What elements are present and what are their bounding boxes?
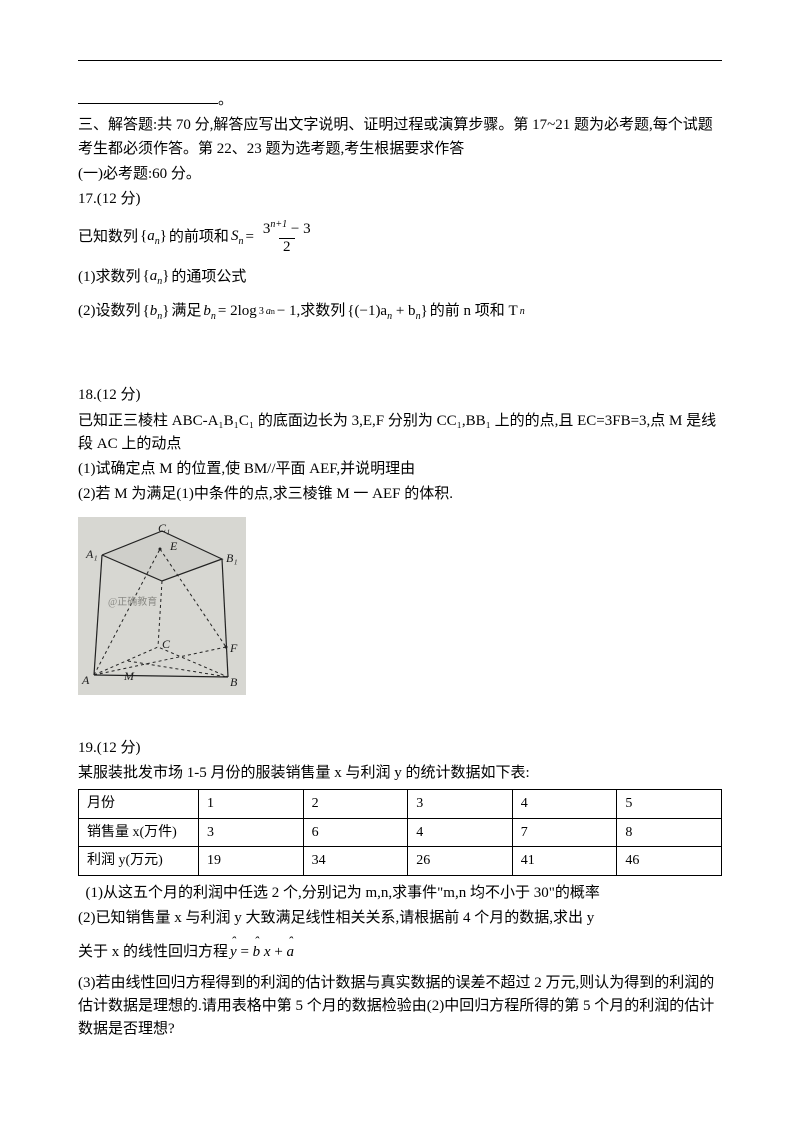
q19-stem: 某服装批发市场 1-5 月份的服装销售量 x 与利润 y 的统计数据如下表: [78,762,722,785]
y1: 19 [199,847,304,876]
seq-an: {an} [140,225,167,250]
q19-label: 19.(12 分) [78,737,722,760]
q17-p1b: 的通项公式 [171,266,246,289]
x4: 7 [512,818,617,847]
log-base: 3 [259,304,264,320]
th-month: 月份 [79,790,199,819]
figure-watermark: @正确教育 [108,595,157,611]
q17-fraction: 3n+1 − 3 2 [259,219,315,255]
label-A: A [82,671,89,690]
q18-label: 18.(12 分) [78,384,722,407]
q17-part1: (1)求数列 {an} 的通项公式 [78,265,722,290]
q18-line2: (1)试确定点 M 的位置,使 BM//平面 AEF,并说明理由 [78,458,722,481]
row-x-label: 销售量 x(万件) [79,818,199,847]
q18-line3: (2)若 M 为满足(1)中条件的点,求三棱锥 M 一 AEF 的体积. [78,483,722,506]
q17-p2b: 满足 [171,300,201,323]
q19-part1: (1)从这五个月的利润中任选 2 个,分别记为 m,n,求事件"m,n 均不小于… [78,882,722,905]
q19-part3: (3)若由线性回归方程得到的利润的估计数据与真实数据的误差不超过 2 万元,则认… [78,972,722,1042]
th-1: 1 [199,790,304,819]
blank-fill-line: 。 [78,89,722,112]
q17-part2: (2)设数列 {bn} 满足 bn = 2log3an − 1,求数列 {(−1… [78,300,722,325]
Sn: Sn [231,225,244,250]
q17-stem: 已知数列 {an} 的前项和 Sn = 3n+1 − 3 2 [78,219,722,255]
q19-p2b-a: 关于 x 的线性回归方程 [78,941,228,964]
top-rule [78,60,722,61]
bn: bn [203,300,216,325]
q17-p2c: = 2log [218,300,257,323]
q17-p2a: (2)设数列 [78,300,141,323]
q17-label: 17.(12 分) [78,188,722,211]
q17-stem-b: 的前项和 [169,226,229,249]
q17-p2d: − 1,求数列 [277,300,345,323]
required-label: (一)必考题:60 分。 [78,163,722,186]
row-y-label: 利润 y(万元) [79,847,199,876]
th-3: 3 [408,790,513,819]
q17-stem-a: 已知数列 [78,226,138,249]
combo-seq: {(−1)an + bn} [347,300,427,325]
label-F: F [230,639,237,658]
q17-p2e: 的前 n 项和 T [430,300,518,323]
blank-underline [78,90,218,104]
label-C: C [162,635,170,654]
table-row-y: 利润 y(万元) 19 34 26 41 46 [79,847,722,876]
q18-line1: 已知正三棱柱 ABC-A₁B₁C₁ 的底面边长为 3,E,F 分别为 CC₁,B… [78,410,722,457]
Tn-sub: n [520,304,525,320]
table-row-x: 销售量 x(万件) 3 6 4 7 8 [79,818,722,847]
y2: 34 [303,847,408,876]
th-5: 5 [617,790,722,819]
label-E: E [170,537,177,556]
label-M: M [124,667,134,686]
blank-period: 。 [218,92,233,108]
section-3-title: 三、解答题:共 70 分,解答应写出文字说明、证明过程或演算步骤。第 17~21… [78,114,722,161]
label-B1: B₁ [226,549,238,568]
prism-diagram [78,517,246,695]
equals: = [245,226,253,249]
label-A1: A₁ [86,545,98,564]
q18-figure: C₁ E A₁ B₁ C F A M B @正确教育 [78,517,246,695]
q17-p1a: (1)求数列 [78,266,141,289]
y5: 46 [617,847,722,876]
regression-eq: y = b x + a [230,941,294,964]
x3: 4 [408,818,513,847]
label-B: B [230,673,237,692]
label-C1: C₁ [158,519,170,538]
x5: 8 [617,818,722,847]
table-row-header: 月份 1 2 3 4 5 [79,790,722,819]
log-arg: an [266,304,275,320]
seq-an-2: {an} [143,265,170,290]
q19-table: 月份 1 2 3 4 5 销售量 x(万件) 3 6 4 7 8 利润 y(万元… [78,789,722,876]
y4: 41 [512,847,617,876]
th-4: 4 [512,790,617,819]
q19-part2: (2)已知销售量 x 与利润 y 大致满足线性相关关系,请根据前 4 个月的数据… [78,907,722,930]
x1: 3 [199,818,304,847]
q19-part2b: 关于 x 的线性回归方程 y = b x + a [78,941,722,964]
seq-bn: {bn} [143,300,170,325]
th-2: 2 [303,790,408,819]
y3: 26 [408,847,513,876]
x2: 6 [303,818,408,847]
